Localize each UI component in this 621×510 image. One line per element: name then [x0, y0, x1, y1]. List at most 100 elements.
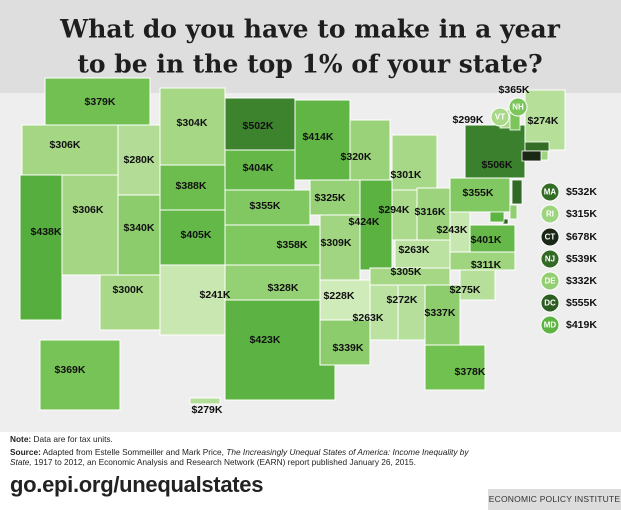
state-value-label: $274K — [528, 115, 559, 127]
state-value-label: $294K — [379, 204, 410, 216]
state — [391, 134, 438, 191]
state-value-label: $311K — [471, 259, 502, 271]
state-labels: $379K $306K $280K $304K $502K $404K $388K $355K… — [31, 96, 559, 416]
state-value-label: $404K — [243, 162, 274, 174]
state-value-label: $340K — [124, 222, 155, 234]
small-state — [509, 204, 518, 220]
note-label: Note: — [10, 434, 32, 444]
state-value-label: $280K — [124, 154, 155, 166]
state-value-label: $358K — [277, 239, 308, 251]
state — [319, 319, 371, 366]
small-state-abbr: RI — [546, 210, 554, 219]
state — [61, 174, 119, 276]
state-value-label: $355K — [463, 187, 494, 199]
small-state-abbr: MD — [544, 321, 557, 330]
state — [224, 189, 311, 226]
state-value-label: $305K — [391, 266, 422, 278]
small-state-value-label: $555K — [566, 297, 597, 309]
small-state-marker — [540, 204, 560, 224]
state-value-label: $309K — [321, 237, 352, 249]
state — [397, 284, 426, 341]
small-state-marker — [490, 107, 510, 127]
small-state-marker — [540, 182, 560, 202]
small-state-abbr: NH — [512, 103, 524, 112]
state — [39, 339, 121, 411]
small-state-value-label: $315K — [566, 208, 597, 220]
state — [224, 149, 296, 191]
state-value-label: $369K — [55, 364, 86, 376]
state-value-label: $279K — [192, 404, 223, 416]
source-text: Adapted from Estelle Sommeiller and Mark… — [42, 447, 224, 457]
state-value-label: $414K — [303, 131, 334, 143]
state-value-label: $337K — [425, 307, 456, 319]
state-value-label: $405K — [181, 229, 212, 241]
state-value-label: $325K — [315, 192, 346, 204]
small-state — [521, 150, 542, 162]
state — [464, 124, 526, 179]
state — [159, 209, 226, 266]
small-state — [489, 211, 505, 223]
small-state — [540, 150, 549, 161]
state — [159, 164, 226, 211]
state — [117, 194, 161, 276]
source-label: Source: — [10, 447, 41, 457]
state-value-label: $304K — [177, 117, 208, 129]
state — [224, 97, 296, 151]
state — [524, 89, 566, 151]
state-value-label: $275K — [450, 284, 481, 296]
state-value-label: $243K — [437, 224, 468, 236]
state — [416, 187, 451, 241]
state-value-label: $301K — [391, 169, 422, 181]
state-value-label: $272K — [387, 294, 418, 306]
small-state-abbr: MA — [544, 188, 557, 197]
state-value-label: $316K — [415, 206, 446, 218]
small-state-abbr: VT — [495, 113, 505, 122]
small-state-value-label: $299K — [453, 114, 484, 126]
state — [224, 224, 321, 266]
state-value-label: $306K — [73, 204, 104, 216]
state-value-label: $506K — [482, 159, 513, 171]
state-value-label: $306K — [50, 139, 81, 151]
small-state-abbr: DC — [544, 299, 556, 308]
state-value-label: $339K — [333, 342, 364, 354]
small-state-value-label: $532K — [566, 186, 597, 198]
state-value-label: $379K — [85, 96, 116, 108]
state — [424, 344, 486, 391]
small-state-value-label: $419K — [566, 319, 597, 331]
small-state-value-label: $539K — [566, 253, 597, 265]
state-tiles — [19, 77, 566, 411]
state — [359, 179, 393, 271]
small-state-marker — [508, 97, 528, 117]
small-state-value-label: $678K — [566, 231, 597, 243]
state — [459, 269, 496, 301]
state — [294, 99, 351, 181]
state-value-label: $423K — [250, 334, 281, 346]
state-value-label: $241K — [200, 289, 231, 301]
small-state-value-label: $365K — [499, 84, 530, 96]
state — [394, 239, 451, 269]
small-state-marker — [540, 293, 560, 313]
state-value-label: $263K — [399, 244, 430, 256]
state — [424, 284, 461, 346]
state-value-label: $328K — [268, 282, 299, 294]
small-state-marker — [540, 249, 560, 269]
small-state-marker — [540, 315, 560, 335]
state-value-label: $424K — [349, 216, 380, 228]
note: Note: Data are for tax units. — [10, 434, 480, 444]
notes: Note: Data are for tax units. Source: Ad… — [10, 434, 480, 467]
source-text: 1917 to 2012, an Economic Analysis and R… — [34, 457, 416, 467]
small-state-marker — [540, 271, 560, 291]
small-state — [524, 141, 550, 152]
state — [449, 177, 511, 213]
state — [349, 119, 391, 181]
small-state-abbr: CT — [545, 233, 556, 242]
state — [319, 279, 371, 321]
state — [99, 274, 161, 331]
state-value-label: $502K — [243, 120, 274, 132]
title-line: to be in the top 1% of your state? — [77, 50, 542, 79]
state — [19, 174, 63, 321]
small-state-abbr: NJ — [545, 255, 555, 264]
map-graphic: What do you have to make in a year to be… — [0, 0, 621, 432]
state-value-label: $263K — [353, 312, 384, 324]
